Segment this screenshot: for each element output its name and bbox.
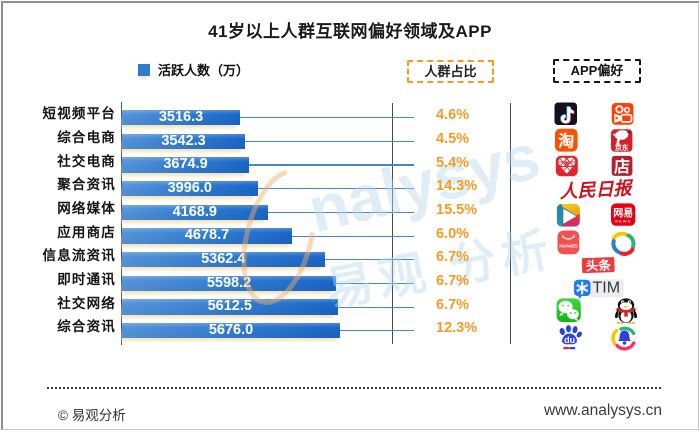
svg-text:头条: 头条	[586, 258, 612, 274]
svg-text:淘: 淘	[558, 132, 574, 151]
svg-text:人民日报: 人民日报	[559, 178, 635, 202]
svg-text:网易: 网易	[613, 208, 633, 220]
svg-text:店: 店	[614, 157, 630, 176]
svg-text:TIM: TIM	[593, 280, 621, 297]
svg-text:du: du	[564, 335, 575, 345]
svg-text:NEWS: NEWS	[615, 219, 631, 224]
svg-text:HUAWEI: HUAWEI	[559, 244, 577, 249]
svg-text:京东: 京东	[615, 143, 629, 152]
